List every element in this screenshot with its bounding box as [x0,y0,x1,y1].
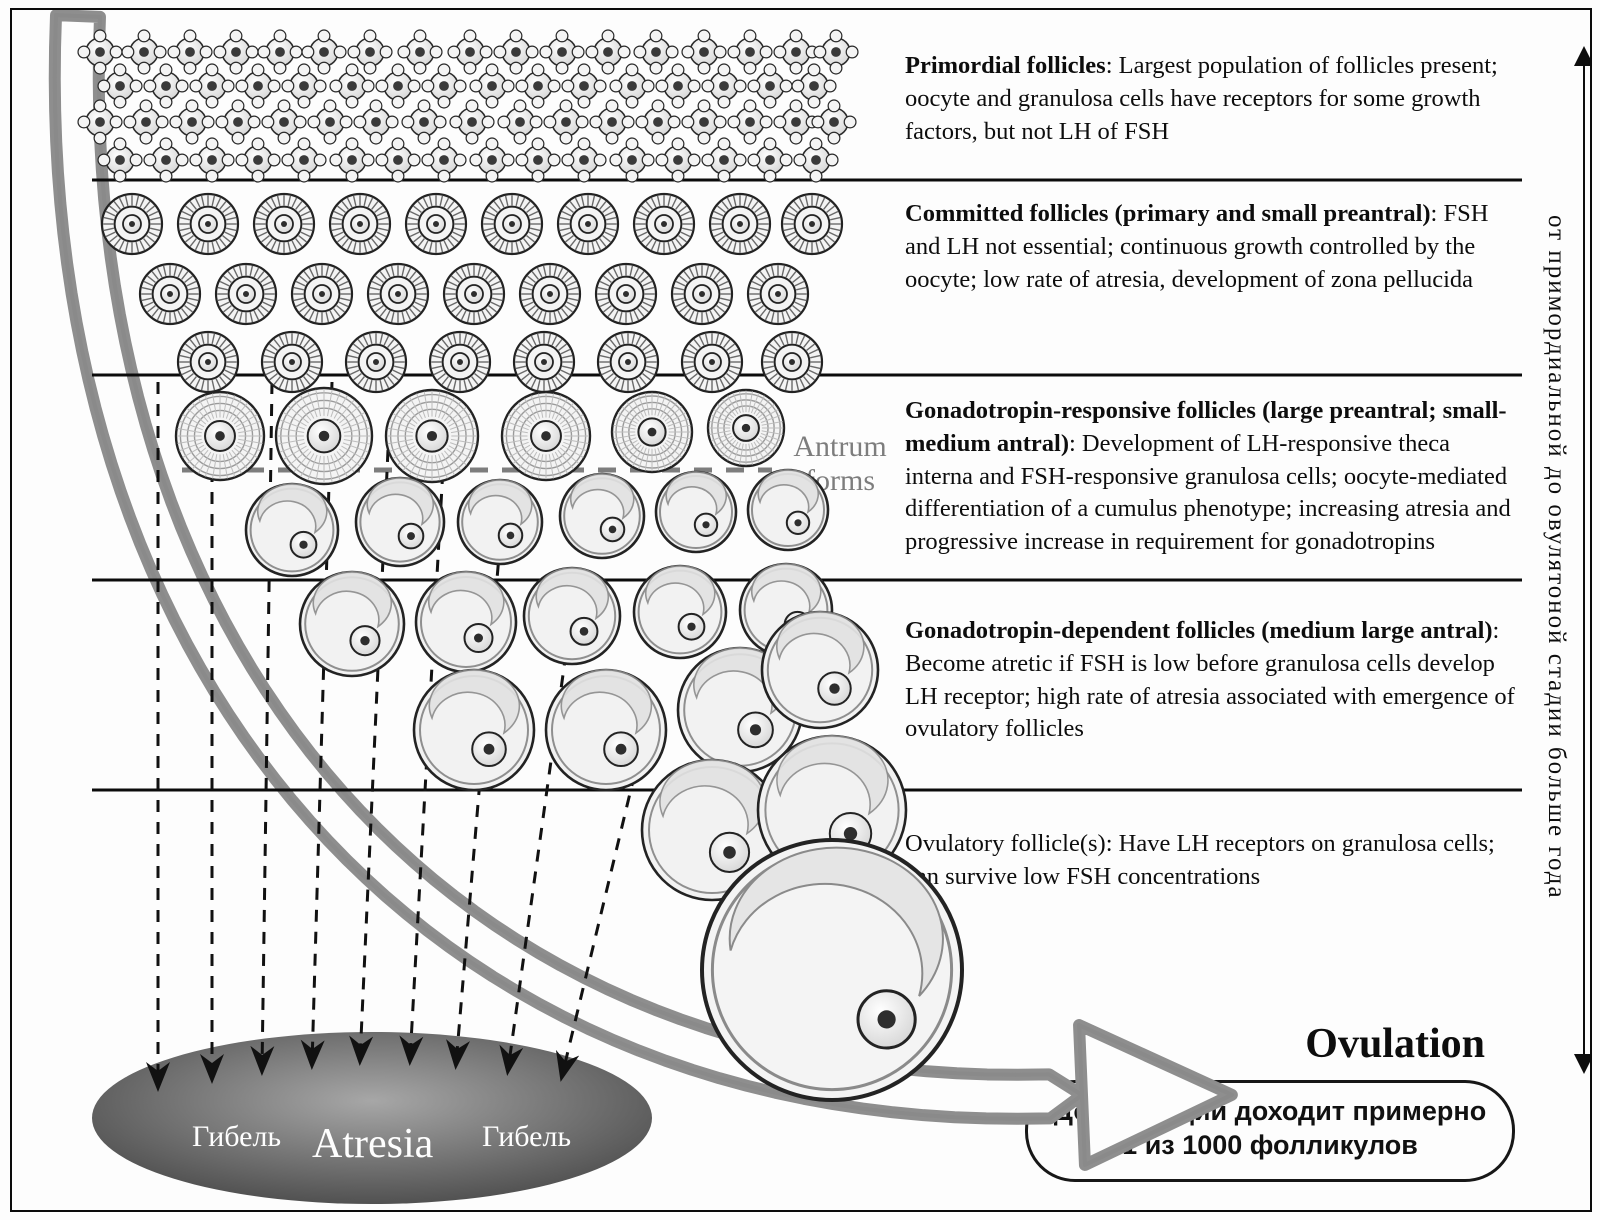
primary-follicle [710,194,770,254]
primary-follicle [682,332,742,392]
primordial-follicle [190,138,234,182]
primordial-follicle [516,138,560,182]
primary-follicle [482,194,542,254]
primordial-follicle [282,138,326,182]
primordial-follicle [448,30,492,74]
primary-follicle [598,332,658,392]
primordial-follicle [258,30,302,74]
primary-follicle [346,332,406,392]
primary-follicle [520,264,580,324]
preantral-follicle [612,392,692,472]
primary-follicle [406,194,466,254]
primordial-follicle [144,138,188,182]
primary-follicle [634,194,694,254]
primordial-follicle [586,30,630,74]
antral-follicle [762,612,878,728]
antral-follicle [414,670,534,790]
primordial-follicle [330,138,374,182]
primary-follicle [430,332,490,392]
primordial-follicle [168,30,212,74]
primary-follicle [368,264,428,324]
antral-follicle [458,480,542,564]
diagram-frame: Primordial follicles: Largest population… [10,8,1592,1212]
primary-follicle [762,332,822,392]
primordial-follicle [376,64,420,108]
primordial-follicle [540,30,584,74]
primordial-follicle [494,30,538,74]
primary-follicle [102,194,162,254]
antral-follicle [634,566,726,658]
primary-follicle [330,194,390,254]
primary-follicle [748,264,808,324]
antral-follicle [656,472,736,552]
primordial-follicle [214,30,258,74]
preantral-follicle [502,392,590,480]
primary-follicle [254,194,314,254]
primordial-follicle [794,138,838,182]
antral-follicle [748,470,828,550]
primordial-follicle [422,138,466,182]
primary-follicle [178,332,238,392]
ovulatory-follicle [702,840,962,1100]
primary-follicle [262,332,322,392]
preantral-follicle [176,392,264,480]
preantral-follicle [276,388,372,484]
primary-follicle [672,264,732,324]
preantral-follicle [386,390,478,482]
primordial-follicle [308,100,352,144]
antral-follicle [416,572,516,672]
antral-follicle [246,484,338,576]
antral-follicle [560,474,644,558]
primordial-follicle [122,30,166,74]
folliculogenesis-diagram [12,10,1590,1210]
primary-follicle [558,194,618,254]
primary-follicle [292,264,352,324]
primordial-follicle [814,30,858,74]
primary-follicle [216,264,276,324]
preantral-follicle [708,390,784,466]
primordial-follicle [656,138,700,182]
primordial-follicle [470,138,514,182]
primary-follicle [596,264,656,324]
primordial-follicle [376,138,420,182]
primordial-follicle [634,30,678,74]
atresia-oval [92,1032,652,1204]
primary-follicle [140,264,200,324]
primordial-follicle [236,138,280,182]
antral-follicle [300,572,404,676]
primary-follicle [782,194,842,254]
primordial-follicle [702,138,746,182]
primary-follicle [178,194,238,254]
primordial-follicle [354,100,398,144]
primary-follicle [444,264,504,324]
primordial-follicle [562,138,606,182]
antral-follicle [524,568,620,664]
primordial-follicle [748,138,792,182]
primary-follicle [514,332,574,392]
antral-follicle [356,478,444,566]
antral-follicle [546,670,666,790]
primordial-follicle [398,30,442,74]
primordial-follicle [610,138,654,182]
